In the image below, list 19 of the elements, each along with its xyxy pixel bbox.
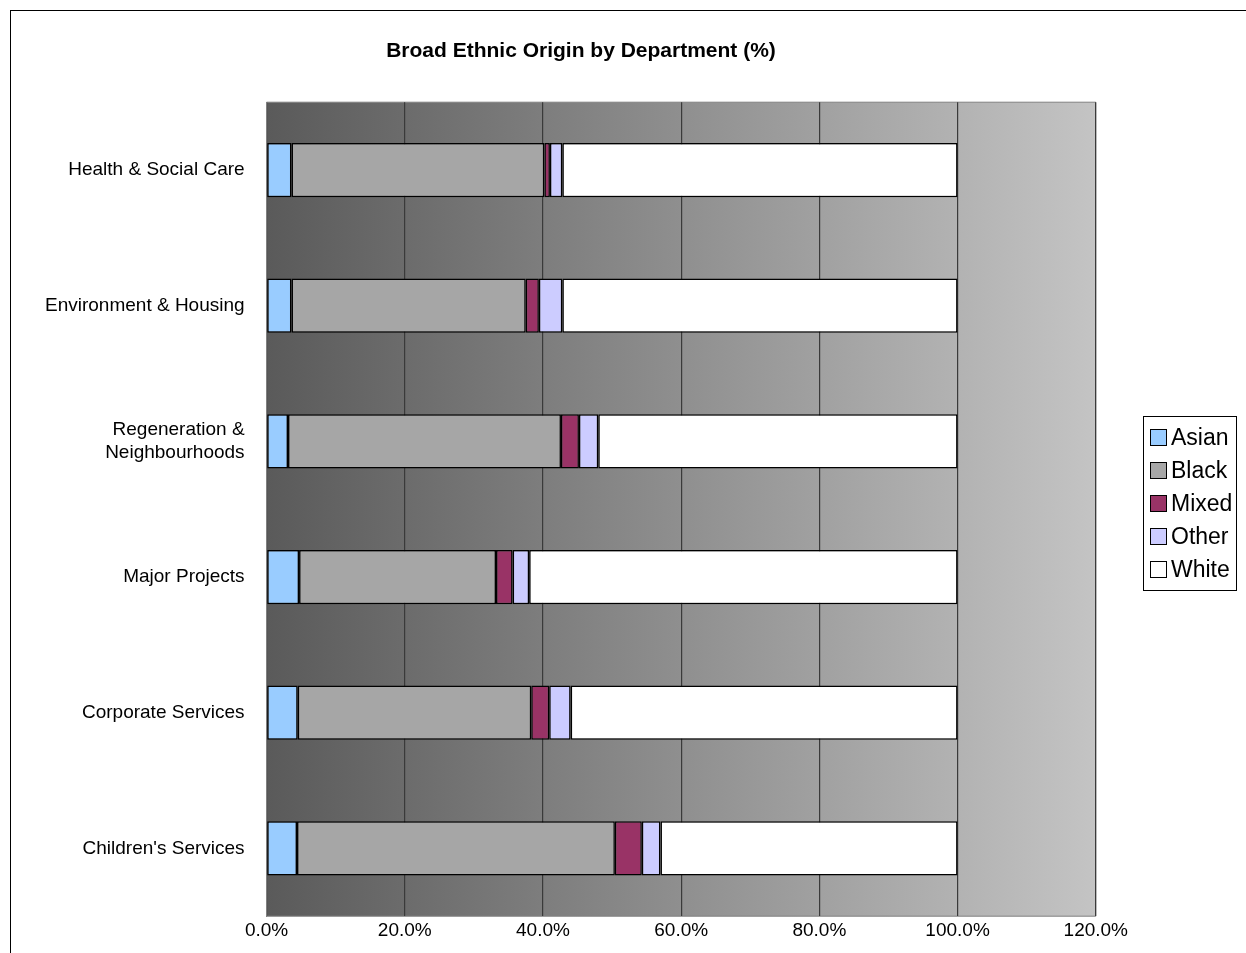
y-tick-label: Health & Social Care (68, 158, 245, 180)
x-tick-label: 40.0% (516, 918, 571, 940)
chart-title: Broad Ethnic Origin by Department (%) (386, 38, 776, 62)
x-tick-label: 100.0% (925, 918, 990, 940)
y-tick-label: Major Projects (123, 565, 245, 587)
x-tick-label: 20.0% (377, 918, 432, 940)
text: White (1171, 555, 1230, 584)
x-tick-label: 60.0% (654, 918, 709, 940)
y-tick-label: Regeneration & Neighbourhoods (105, 418, 245, 462)
y-tick-label: Children's Services (82, 836, 245, 858)
legend-label: Asian (1171, 423, 1229, 452)
x-tick-label: 0.0% (244, 918, 289, 940)
x-tick-label: 80.0% (792, 918, 847, 940)
legend-label: Black (1171, 456, 1228, 485)
x-tick-label: 120.0% (1063, 918, 1129, 940)
legend-label: Mixed (1171, 489, 1233, 518)
y-tick-label: Corporate Services (81, 700, 245, 722)
legend-label: Other (1171, 522, 1229, 551)
y-tick-label: Environment & Housing (44, 293, 245, 315)
